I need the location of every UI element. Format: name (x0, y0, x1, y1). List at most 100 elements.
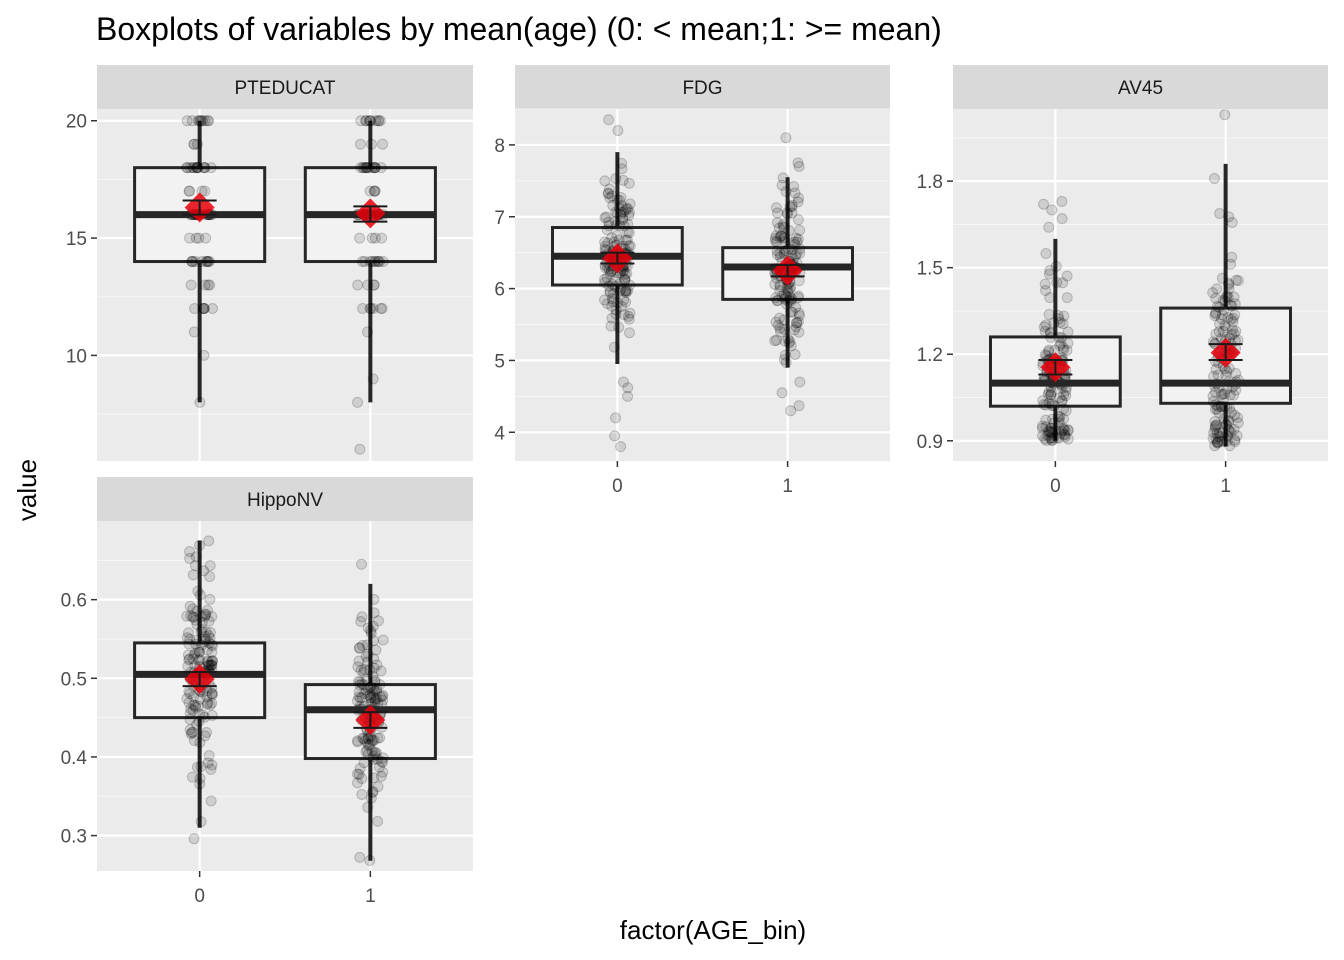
jitter-point (377, 138, 389, 150)
jitter-point (604, 286, 616, 298)
jitter-point (361, 673, 373, 685)
jitter-point (624, 198, 636, 210)
jitter-point (612, 125, 624, 137)
jitter-point (366, 256, 378, 268)
jitter-point (1044, 265, 1056, 277)
jitter-point (195, 115, 207, 127)
jitter-point (1226, 324, 1238, 336)
jitter-point (1052, 432, 1064, 444)
jitter-point (199, 185, 211, 197)
jitter-point (778, 314, 790, 326)
jitter-point (786, 306, 798, 318)
jitter-point (1045, 332, 1057, 344)
jitter-point (1207, 390, 1219, 402)
x-tick-label: 1 (1220, 476, 1231, 497)
jitter-point (1056, 332, 1068, 344)
y-tick-label: 4 (494, 423, 505, 444)
jitter-point (771, 245, 783, 257)
y-axis-title: value (12, 459, 42, 521)
jitter-point (1038, 198, 1050, 210)
jitter-point (367, 302, 379, 314)
jitter-point (184, 546, 196, 558)
jitter-point (200, 633, 212, 645)
jitter-point (607, 199, 619, 211)
jitter-point (352, 661, 364, 673)
jitter-point (617, 214, 629, 226)
jitter-point (794, 247, 806, 259)
jitter-point (794, 224, 806, 236)
jitter-point (779, 293, 791, 305)
jitter-point (617, 376, 629, 388)
jitter-point (1224, 389, 1236, 401)
jitter-point (1052, 309, 1064, 321)
jitter-point (794, 310, 806, 322)
jitter-point (1058, 423, 1070, 435)
jitter-point (353, 691, 365, 703)
jitter-point (368, 734, 380, 746)
jitter-point (1226, 217, 1238, 229)
jitter-point (782, 208, 794, 220)
jitter-point (1053, 313, 1065, 325)
jitter-point (622, 285, 634, 297)
jitter-point (199, 730, 211, 742)
jitter-point (1058, 413, 1070, 425)
jitter-point (356, 788, 368, 800)
jitter-point (1211, 419, 1223, 431)
jitter-point (183, 638, 195, 650)
jitter-point (1215, 401, 1227, 413)
jitter-point (206, 639, 218, 651)
jitter-point (774, 326, 786, 338)
jitter-point (1225, 426, 1237, 438)
jitter-point (369, 676, 381, 688)
jitter-point (205, 659, 217, 671)
jitter-point (204, 626, 216, 638)
jitter-point (790, 321, 802, 333)
jitter-point (1212, 436, 1224, 448)
jitter-point (364, 302, 376, 314)
jitter-point (356, 256, 368, 268)
jitter-point (191, 719, 203, 731)
jitter-point (199, 279, 211, 291)
jitter-point (195, 816, 207, 828)
jitter-point (1210, 399, 1222, 411)
jitter-point (367, 620, 379, 632)
jitter-point (204, 279, 216, 291)
jitter-point (624, 240, 636, 252)
jitter-point (355, 162, 367, 174)
jitter-point (776, 179, 788, 191)
jitter-point (204, 659, 216, 671)
jitter-point (361, 745, 373, 757)
jitter-point (1043, 386, 1055, 398)
jitter-point (204, 593, 216, 605)
jitter-point (622, 382, 634, 394)
jitter-point (377, 694, 389, 706)
jitter-point (191, 634, 203, 646)
jitter-point (1225, 313, 1237, 325)
jitter-point (1062, 433, 1074, 445)
jitter-point (1218, 304, 1230, 316)
jitter-point (611, 194, 623, 206)
jitter-point (376, 690, 388, 702)
jitter-point (606, 293, 618, 305)
jitter-point (203, 637, 215, 649)
jitter-point (786, 207, 798, 219)
jitter-point (185, 610, 197, 622)
jitter-point (358, 757, 370, 769)
jitter-point (778, 222, 790, 234)
jitter-point (791, 248, 803, 260)
jitter-point (371, 659, 383, 671)
jitter-point (793, 160, 805, 172)
jitter-point (366, 162, 378, 174)
jitter-point (1044, 326, 1056, 338)
jitter-point (1217, 393, 1229, 405)
jitter-point (366, 232, 378, 244)
jitter-point (360, 651, 372, 663)
jitter-point (785, 405, 797, 417)
jitter-point (356, 678, 368, 690)
jitter-point (621, 202, 633, 214)
jitter-point (188, 833, 200, 845)
jitter-point (197, 709, 209, 721)
jitter-point (199, 631, 211, 643)
jitter-point (606, 300, 618, 312)
jitter-point (781, 298, 793, 310)
